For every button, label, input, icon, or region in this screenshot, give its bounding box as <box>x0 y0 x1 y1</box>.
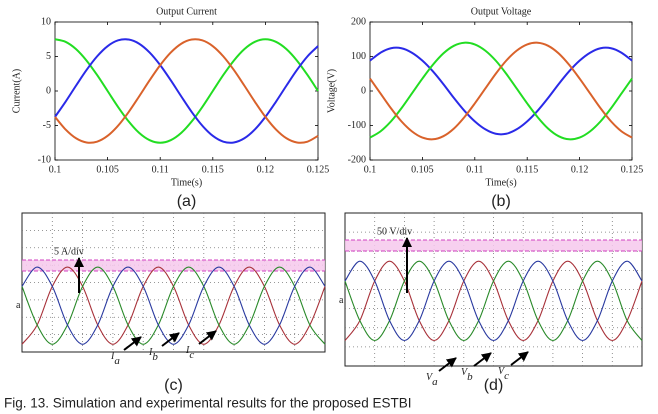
x-tick-label: 0.11 <box>466 164 483 175</box>
figure: Fig. 13. Simulation and experimental res… <box>0 0 658 414</box>
channel-marker: a <box>16 300 21 311</box>
label-subscript: b <box>152 351 158 363</box>
label-subscript: c <box>189 349 194 361</box>
series-label: Va <box>426 372 438 387</box>
scale-annotation: 50 V/div <box>377 226 412 237</box>
x-tick-label: 0.125 <box>621 164 644 175</box>
series-label: Ib <box>148 347 158 362</box>
x-tick-label: 0.11 <box>152 164 169 175</box>
x-tick-label: 0.115 <box>516 164 538 175</box>
x-tick-label: 0.105 <box>411 164 434 175</box>
y-tick-label: 0 <box>361 85 366 96</box>
panel-label: (a) <box>177 193 197 210</box>
y-tick-label: -10 <box>38 154 51 165</box>
scale-annotation: 5 A/div <box>54 246 84 257</box>
x-tick-label: 0.12 <box>257 164 275 175</box>
scale-band <box>345 240 642 251</box>
y-tick-label: 10 <box>41 16 51 27</box>
panel-label: (d) <box>484 377 504 394</box>
y-tick-label: -200 <box>348 154 366 165</box>
y-tick-label: 200 <box>351 16 366 27</box>
channel-marker: a <box>339 295 344 306</box>
series-label: Vb <box>461 367 473 382</box>
series-label: Ic <box>185 345 194 360</box>
y-tick-label: 0 <box>46 85 51 96</box>
x-axis-label: Time(s) <box>171 177 202 188</box>
scale-band <box>22 260 325 271</box>
chart-title: Output Voltage <box>471 6 532 17</box>
x-tick-label: 0.12 <box>571 164 589 175</box>
x-tick-label: 0.115 <box>202 164 224 175</box>
chart-title: Output Current <box>156 6 217 17</box>
label-subscript: b <box>467 371 473 383</box>
caption: Fig. 13. Simulation and experimental res… <box>4 396 411 411</box>
plot-area <box>370 22 632 160</box>
y-tick-label: -100 <box>348 120 366 131</box>
y-axis-label: Current(A) <box>11 69 22 113</box>
label-subscript: a <box>114 355 120 367</box>
y-tick-label: 5 <box>46 51 51 62</box>
panel-label: (b) <box>491 193 511 210</box>
y-tick-label: 100 <box>351 51 366 62</box>
x-tick-label: 0.105 <box>96 164 119 175</box>
y-tick-label: -5 <box>43 120 51 131</box>
y-axis-label: Voltage(V) <box>326 69 337 113</box>
label-subscript: c <box>504 370 509 382</box>
x-axis-label: Time(s) <box>485 177 516 188</box>
x-tick-label: 0.1 <box>49 164 62 175</box>
label-subscript: a <box>432 376 438 388</box>
series-label: Ia <box>110 351 120 366</box>
panel-label: (c) <box>164 377 183 394</box>
x-tick-label: 0.125 <box>307 164 330 175</box>
x-tick-label: 0.1 <box>364 164 377 175</box>
